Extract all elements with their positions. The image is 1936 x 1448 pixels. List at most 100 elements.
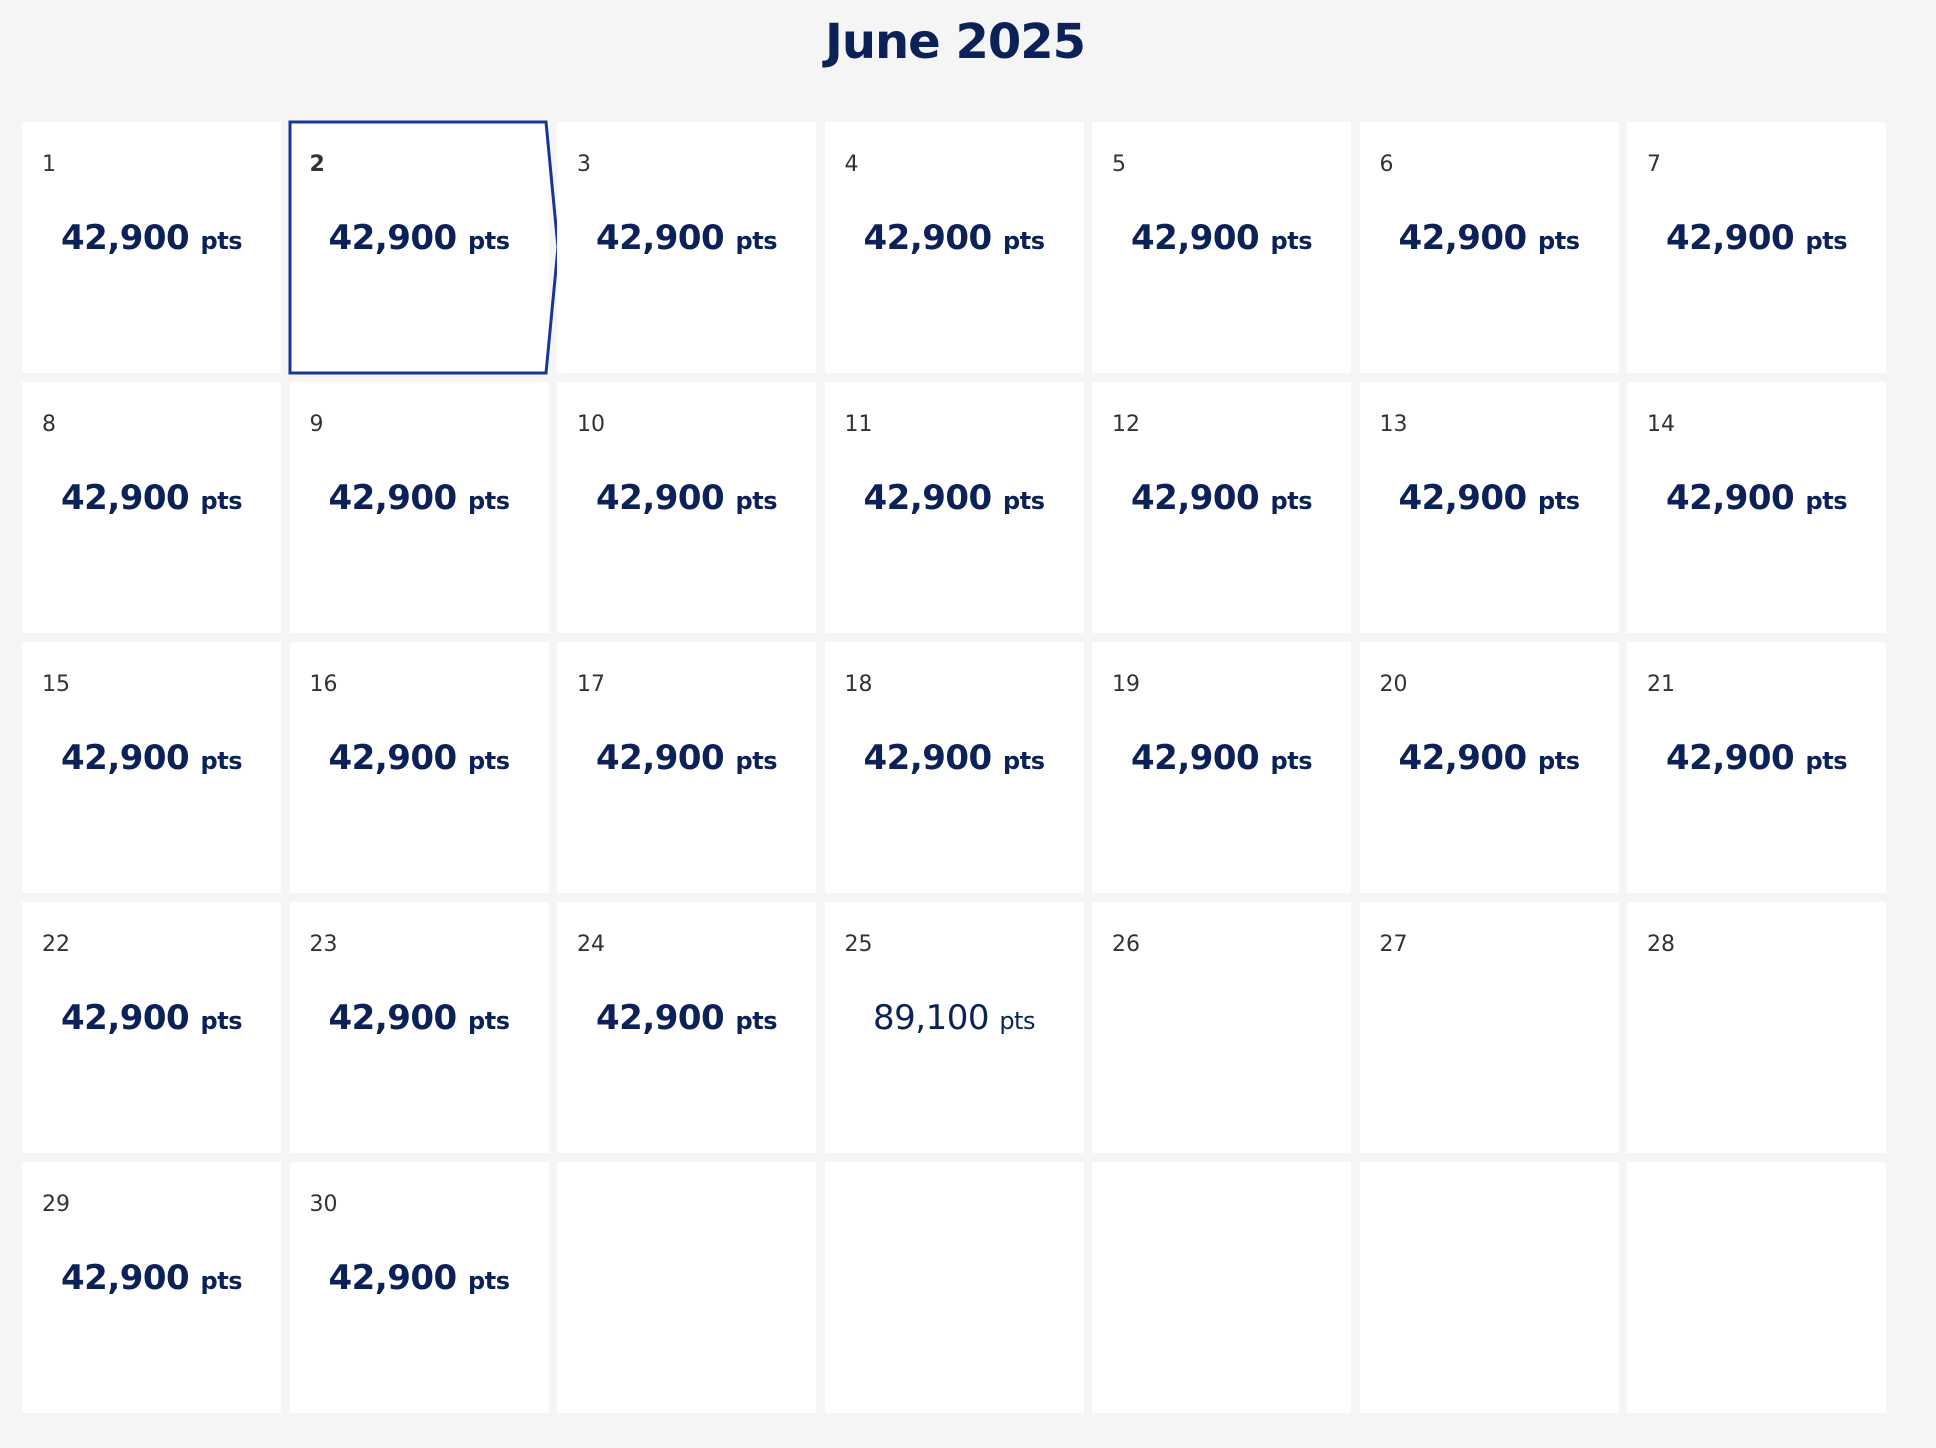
points-value: 42,900 bbox=[328, 478, 458, 518]
points-price: 42,900 pts bbox=[22, 218, 281, 258]
day-number: 22 bbox=[42, 932, 70, 957]
points-unit: pts bbox=[1805, 227, 1848, 255]
points-value: 42,900 bbox=[596, 738, 725, 778]
day-cell[interactable]: 5 42,900 pts bbox=[1092, 122, 1351, 373]
points-price: 42,900 pts bbox=[22, 738, 281, 778]
points-unit: pts bbox=[1003, 747, 1045, 775]
day-number: 29 bbox=[42, 1192, 70, 1217]
day-cell: 26 bbox=[1092, 902, 1351, 1153]
day-cell[interactable]: 14 42,900 pts bbox=[1627, 382, 1886, 633]
points-value: 42,900 bbox=[328, 738, 458, 778]
day-cell[interactable]: 12 42,900 pts bbox=[1092, 382, 1351, 633]
points-value: 42,900 bbox=[1398, 218, 1528, 258]
day-number: 5 bbox=[1112, 152, 1126, 177]
points-value: 89,100 bbox=[873, 998, 989, 1038]
day-number: 3 bbox=[577, 152, 591, 177]
points-price: 42,900 pts bbox=[290, 478, 549, 518]
points-unit: pts bbox=[1538, 227, 1580, 255]
day-cell[interactable]: 15 42,900 pts bbox=[22, 642, 281, 893]
day-cell[interactable]: 10 42,900 pts bbox=[557, 382, 816, 633]
day-cell[interactable]: 11 42,900 pts bbox=[824, 382, 1084, 633]
day-cell[interactable]: 9 42,900 pts bbox=[289, 382, 549, 633]
day-cell[interactable]: 20 42,900 pts bbox=[1359, 642, 1619, 893]
day-cell: 28 bbox=[1627, 902, 1886, 1153]
points-unit: pts bbox=[200, 1267, 243, 1295]
points-price: 42,900 pts bbox=[22, 478, 281, 518]
points-value: 42,900 bbox=[61, 738, 190, 778]
day-number: 19 bbox=[1112, 672, 1140, 697]
empty-cell bbox=[557, 1162, 816, 1413]
points-unit: pts bbox=[200, 227, 243, 255]
points-price: 42,900 pts bbox=[1360, 218, 1619, 258]
day-cell[interactable]: 25 89,100 pts bbox=[824, 902, 1084, 1153]
points-price: 89,100 pts bbox=[825, 998, 1084, 1038]
day-cell[interactable]: 18 42,900 pts bbox=[824, 642, 1084, 893]
points-unit: pts bbox=[999, 1007, 1035, 1035]
points-price: 42,900 pts bbox=[1627, 738, 1886, 778]
points-value: 42,900 bbox=[1131, 478, 1260, 518]
points-unit: pts bbox=[200, 487, 243, 515]
points-value: 42,900 bbox=[1398, 478, 1528, 518]
day-number: 15 bbox=[42, 672, 70, 697]
day-number: 1 bbox=[42, 152, 56, 177]
points-price: 42,900 pts bbox=[825, 738, 1084, 778]
points-value: 42,900 bbox=[61, 478, 190, 518]
points-value: 42,900 bbox=[328, 218, 458, 258]
points-price: 42,900 pts bbox=[825, 218, 1084, 258]
day-number: 12 bbox=[1112, 412, 1140, 437]
day-cell[interactable]: 1 42,900 pts bbox=[22, 122, 281, 373]
points-value: 42,900 bbox=[328, 998, 458, 1038]
points-unit: pts bbox=[468, 747, 510, 775]
day-cell[interactable]: 21 42,900 pts bbox=[1627, 642, 1886, 893]
day-number: 30 bbox=[309, 1192, 338, 1217]
points-value: 42,900 bbox=[1666, 478, 1795, 518]
day-cell[interactable]: 19 42,900 pts bbox=[1092, 642, 1351, 893]
points-unit: pts bbox=[1538, 747, 1580, 775]
day-number: 21 bbox=[1647, 672, 1675, 697]
points-price: 42,900 pts bbox=[557, 218, 816, 258]
points-unit: pts bbox=[1538, 487, 1580, 515]
day-cell[interactable]: 6 42,900 pts bbox=[1359, 122, 1619, 373]
points-value: 42,900 bbox=[61, 998, 190, 1038]
day-cell[interactable]: 24 42,900 pts bbox=[557, 902, 816, 1153]
day-cell[interactable]: 23 42,900 pts bbox=[289, 902, 549, 1153]
points-value: 42,900 bbox=[1666, 218, 1795, 258]
points-unit: pts bbox=[1805, 747, 1848, 775]
day-number: 6 bbox=[1379, 152, 1394, 177]
day-number: 13 bbox=[1379, 412, 1408, 437]
day-cell[interactable]: 16 42,900 pts bbox=[289, 642, 549, 893]
day-cell[interactable]: 17 42,900 pts bbox=[557, 642, 816, 893]
day-cell[interactable]: 7 42,900 pts bbox=[1627, 122, 1886, 373]
points-value: 42,900 bbox=[596, 998, 725, 1038]
points-price: 42,900 pts bbox=[1627, 478, 1886, 518]
points-price: 42,900 pts bbox=[290, 218, 549, 258]
points-value: 42,900 bbox=[328, 1258, 458, 1298]
empty-cell bbox=[1359, 1162, 1619, 1413]
points-unit: pts bbox=[1270, 227, 1313, 255]
day-cell: 27 bbox=[1359, 902, 1619, 1153]
day-number: 4 bbox=[844, 152, 859, 177]
points-price: 42,900 pts bbox=[1092, 218, 1351, 258]
day-number: 11 bbox=[844, 412, 873, 437]
points-unit: pts bbox=[735, 227, 778, 255]
points-unit: pts bbox=[1270, 747, 1313, 775]
day-cell[interactable]: 13 42,900 pts bbox=[1359, 382, 1619, 633]
day-number: 18 bbox=[844, 672, 873, 697]
day-cell[interactable]: 22 42,900 pts bbox=[22, 902, 281, 1153]
day-cell[interactable]: 30 42,900 pts bbox=[289, 1162, 549, 1413]
day-cell[interactable]: 29 42,900 pts bbox=[22, 1162, 281, 1413]
day-cell[interactable]: 8 42,900 pts bbox=[22, 382, 281, 633]
day-number: 14 bbox=[1647, 412, 1675, 437]
points-unit: pts bbox=[1003, 487, 1045, 515]
points-value: 42,900 bbox=[1398, 738, 1528, 778]
points-value: 42,900 bbox=[1666, 738, 1795, 778]
day-number: 23 bbox=[309, 932, 338, 957]
points-value: 42,900 bbox=[596, 218, 725, 258]
points-value: 42,900 bbox=[863, 218, 993, 258]
day-cell[interactable]: 3 42,900 pts bbox=[557, 122, 816, 373]
day-cell[interactable]: 2 42,900 pts bbox=[288, 120, 560, 375]
day-number: 25 bbox=[844, 932, 873, 957]
points-price: 42,900 pts bbox=[1360, 738, 1619, 778]
day-cell[interactable]: 4 42,900 pts bbox=[824, 122, 1084, 373]
